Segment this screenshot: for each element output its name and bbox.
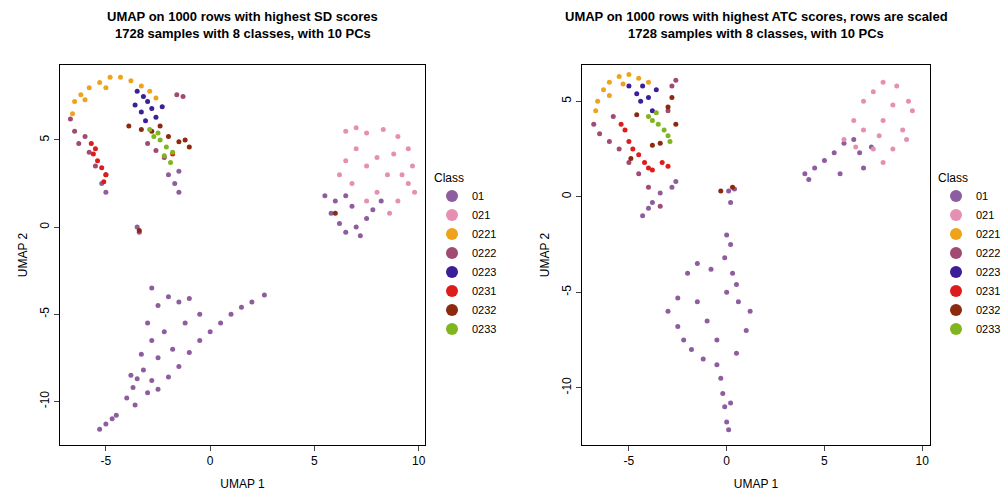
svg-text:5: 5 xyxy=(38,134,52,141)
svg-text:021: 021 xyxy=(976,209,994,221)
svg-text:0233: 0233 xyxy=(472,323,496,335)
svg-text:5: 5 xyxy=(311,454,318,468)
svg-text:021: 021 xyxy=(472,209,490,221)
svg-text:0233: 0233 xyxy=(976,323,1000,335)
svg-text:0221: 0221 xyxy=(976,228,1000,240)
svg-text:0232: 0232 xyxy=(472,304,496,316)
svg-text:10: 10 xyxy=(412,454,426,468)
svg-text:0231: 0231 xyxy=(472,285,496,297)
svg-text:1728 samples with 8 classes, w: 1728 samples with 8 classes, with 10 PCs xyxy=(115,26,371,41)
svg-text:5: 5 xyxy=(821,454,828,468)
svg-text:UMAP on 1000 rows with highest: UMAP on 1000 rows with highest ATC score… xyxy=(565,9,948,24)
svg-text:0: 0 xyxy=(723,454,730,468)
svg-text:0232: 0232 xyxy=(976,304,1000,316)
svg-text:0223: 0223 xyxy=(472,266,496,278)
svg-text:0222: 0222 xyxy=(976,247,1000,259)
svg-text:-10: -10 xyxy=(560,377,574,395)
svg-text:5: 5 xyxy=(560,96,574,103)
svg-text:0: 0 xyxy=(38,222,52,229)
svg-text:UMAP 1: UMAP 1 xyxy=(220,477,265,491)
svg-text:0: 0 xyxy=(207,454,214,468)
svg-text:1728 samples with 8 classes, w: 1728 samples with 8 classes, with 10 PCs xyxy=(628,26,884,41)
svg-text:0222: 0222 xyxy=(472,247,496,259)
svg-text:10: 10 xyxy=(916,454,930,468)
svg-text:0223: 0223 xyxy=(976,266,1000,278)
svg-text:0: 0 xyxy=(560,191,574,198)
svg-text:-5: -5 xyxy=(38,307,52,318)
svg-text:UMAP on 1000 rows with highest: UMAP on 1000 rows with highest SD scores xyxy=(107,9,378,24)
svg-text:UMAP 1: UMAP 1 xyxy=(734,477,779,491)
svg-text:01: 01 xyxy=(976,190,988,202)
svg-text:01: 01 xyxy=(472,190,484,202)
svg-text:0221: 0221 xyxy=(472,228,496,240)
svg-text:Class: Class xyxy=(938,171,968,185)
svg-text:-10: -10 xyxy=(38,391,52,409)
svg-text:0231: 0231 xyxy=(976,285,1000,297)
svg-text:UMAP 2: UMAP 2 xyxy=(538,232,552,277)
svg-text:-5: -5 xyxy=(560,285,574,296)
svg-text:Class: Class xyxy=(434,171,464,185)
svg-text:-5: -5 xyxy=(101,454,112,468)
svg-text:-5: -5 xyxy=(624,454,635,468)
svg-text:UMAP 2: UMAP 2 xyxy=(16,232,30,277)
